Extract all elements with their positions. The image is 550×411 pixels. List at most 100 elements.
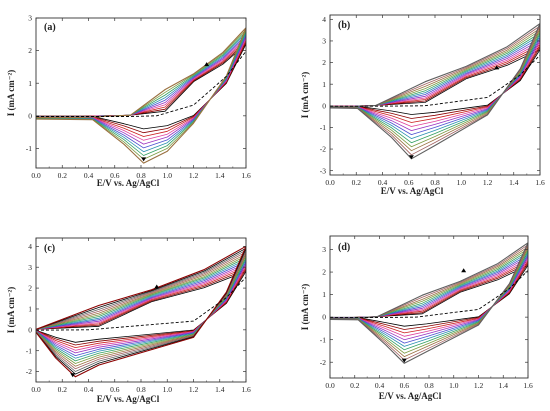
cycle-arrow-up — [154, 284, 160, 289]
panel-label: (c) — [44, 243, 55, 254]
cycle-line-3 — [36, 267, 246, 348]
plot-frame — [329, 235, 529, 379]
panel-label: (a) — [44, 22, 56, 33]
y-tick-label: 2 — [322, 58, 326, 67]
cycle-line-12 — [330, 23, 540, 160]
y-tick-label: 4 — [322, 15, 326, 24]
dashed-first-scan — [36, 51, 246, 117]
y-tick-label: -3 — [320, 166, 326, 175]
y-tick-label: -1 — [26, 346, 32, 355]
x-tick-label: 1.2 — [189, 385, 199, 394]
y-tick-label: -2 — [320, 358, 326, 367]
y-axis-title: I (mA cm⁻²) — [6, 70, 16, 116]
x-tick-label: 0.6 — [404, 178, 414, 187]
dashed-first-scan — [36, 276, 246, 331]
y-tick-label: 3 — [322, 245, 326, 254]
y-tick-label: -2 — [320, 145, 326, 154]
panel-c: 0.0 0.2 0.4 0.6 0.8 1.0 1.2 1.4 1.6 -2 -1 0 1 2 3 4 E/V … — [6, 237, 251, 404]
x-tick-label: 0.2 — [58, 385, 68, 394]
x-tick-label: 0.4 — [375, 381, 385, 390]
y-tick-label: 1 — [322, 290, 326, 299]
x-tick-label: 1.6 — [535, 178, 545, 187]
cycle-arrow-up — [494, 65, 500, 70]
x-tick-label: 0.2 — [352, 178, 362, 187]
x-tick-label: 0.8 — [136, 171, 146, 180]
panel-a: 0.0 0.2 0.4 0.6 0.8 1.0 1.2 1.4 1.6 -1 0 1 2 3 E/V vs.… — [6, 14, 251, 188]
y-tick-label: -1 — [320, 335, 326, 344]
x-tick-label: 1.6 — [241, 171, 251, 180]
y-tick-label: -2 — [26, 367, 32, 376]
cycle-arrow-up — [461, 268, 467, 273]
x-tick-label: 0.6 — [110, 171, 120, 180]
x-tick-label: 0.6 — [400, 381, 410, 390]
dashed-first-scan — [330, 54, 540, 107]
x-axis-title: E/V vs. Ag/AgCl — [381, 186, 444, 196]
cycle-line-7 — [36, 259, 246, 359]
x-tick-label: 1.4 — [499, 381, 509, 390]
cycle-line-12 — [330, 242, 528, 364]
panel-label: (b) — [338, 20, 350, 31]
panel-b: 0.0 0.2 0.4 0.6 0.8 1.0 1.2 1.4 1.6 -3 -2 -1 0 1 2 3 4 E/… — [300, 14, 545, 196]
y-tick-label: 0 — [28, 111, 32, 120]
cycle-line-6 — [36, 261, 246, 356]
cycle-arrow-up — [204, 62, 210, 67]
cycle-curves — [330, 23, 540, 160]
x-tick-label: 0.0 — [31, 385, 41, 394]
cycle-line-9 — [36, 255, 246, 364]
y-tick-label: 4 — [28, 242, 32, 251]
y-tick-label: 3 — [28, 263, 32, 272]
y-tick-label: 0 — [322, 101, 326, 110]
y-tick-label: 0 — [28, 325, 32, 334]
x-tick-label: 0.4 — [84, 385, 94, 394]
cycle-curves — [330, 242, 528, 364]
x-tick-label: 0.0 — [325, 178, 335, 187]
cycle-line-8 — [36, 257, 246, 362]
x-tick-label: 0.8 — [430, 178, 440, 187]
x-tick-label: 0.4 — [84, 171, 94, 180]
panel-label: (d) — [338, 242, 350, 253]
cycle-arrow-down — [70, 373, 76, 378]
y-axis-title: I (mA cm⁻²) — [6, 287, 16, 333]
y-tick-label: -1 — [320, 123, 326, 132]
cycle-line-10 — [36, 253, 246, 367]
y-tick-label: 1 — [28, 305, 32, 314]
dashed-first-scan — [330, 270, 528, 319]
y-tick-label: -1 — [26, 144, 32, 153]
y-tick-label: 2 — [28, 46, 32, 55]
y-tick-label: 0 — [322, 313, 326, 322]
x-tick-label: 0.8 — [424, 381, 434, 390]
x-tick-label: 1.2 — [474, 381, 484, 390]
x-tick-label: 1.2 — [189, 171, 199, 180]
cycle-line-6 — [36, 34, 246, 149]
cycle-arrow-down — [141, 157, 147, 162]
cycle-line-10 — [36, 27, 246, 164]
x-tick-label: 1.2 — [483, 178, 493, 187]
cycle-line-14 — [36, 245, 246, 378]
y-tick-label: 2 — [322, 268, 326, 277]
y-tick-label: 3 — [28, 14, 32, 23]
cycle-line-1 — [36, 271, 246, 343]
x-axis-title: E/V vs. Ag/AgCl — [379, 391, 442, 401]
x-axis-title: E/V vs. Ag/AgCl — [97, 394, 160, 404]
cycle-line-4 — [36, 265, 246, 351]
x-tick-label: 1.4 — [509, 178, 519, 187]
cycle-arrow-down — [408, 155, 414, 160]
x-tick-label: 0.6 — [110, 385, 120, 394]
x-tick-label: 1.0 — [163, 171, 173, 180]
cycle-line-12 — [36, 249, 246, 372]
cycle-curves — [36, 245, 246, 378]
y-tick-label: 2 — [28, 284, 32, 293]
y-axis-title: I (mA cm⁻²) — [300, 284, 310, 330]
cycle-line-11 — [36, 251, 246, 370]
cycle-line-2 — [36, 269, 246, 346]
y-tick-label: 1 — [322, 80, 326, 89]
cycle-line-3 — [36, 40, 246, 137]
x-axis-title: E/V vs. Ag/AgCl — [97, 178, 160, 188]
panel-d: 0.0 0.2 0.4 0.6 0.8 1.0 1.2 1.4 1.6 -2 -1 0 1 2 3 E/V v… — [300, 235, 533, 401]
x-tick-label: 1.4 — [215, 385, 225, 394]
y-tick-label: 1 — [28, 79, 32, 88]
x-tick-label: 1.0 — [449, 381, 459, 390]
x-tick-label: 1.6 — [241, 385, 251, 394]
cycle-arrow-down — [401, 358, 407, 363]
